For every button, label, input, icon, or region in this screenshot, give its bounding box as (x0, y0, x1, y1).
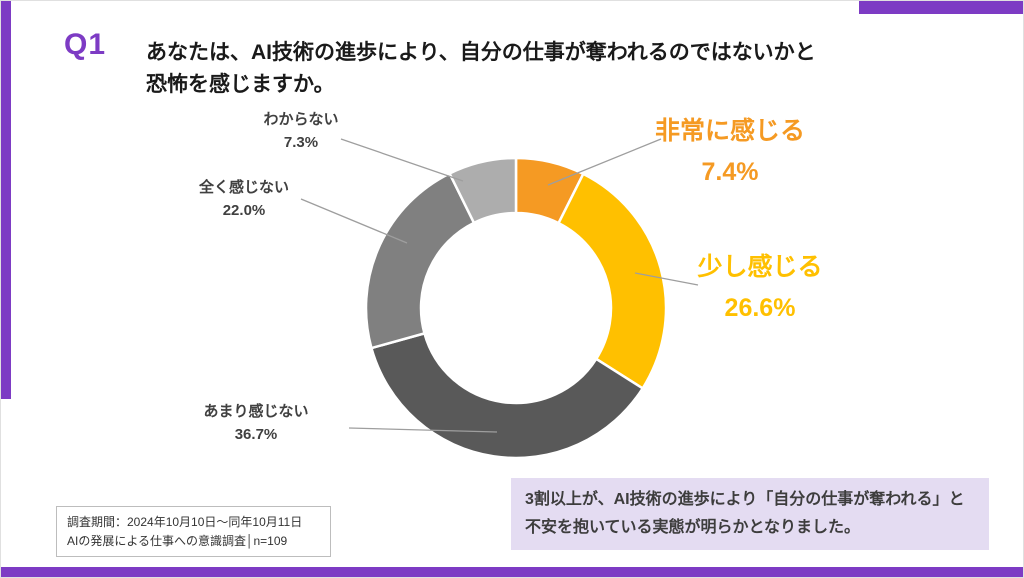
summary-callout-line2: 不安を抱いている実態が明らかとなりました。 (525, 519, 861, 536)
label-very-afraid-pct: 7.4% (701, 158, 759, 187)
label-somewhat-afraid: 少し感じる 26.6% (653, 247, 867, 330)
question-title-line2: 恐怖を感じますか。 (146, 72, 335, 96)
survey-note: 調査期間：2024年10月10日〜同年10月11日 AIの発展による仕事への意識… (56, 506, 331, 558)
donut-segment-3 (364, 171, 476, 350)
label-somewhat-afraid-text: 少し感じる (697, 253, 823, 281)
leader-line-very-afraid (547, 138, 662, 186)
summary-callout: 3割以上が、AI技術の進歩により「自分の仕事が奪われる」と 不安を抱いている実態… (511, 478, 989, 550)
donut-segment-4 (447, 156, 518, 225)
bottom-accent-bar (1, 567, 1023, 577)
leader-line-not-much (348, 427, 498, 433)
leader-line-dont-know (340, 138, 464, 182)
label-dont-know-text: わからない (263, 111, 339, 128)
survey-note-period: 調査期間：2024年10月10日〜同年10月11日 (67, 515, 303, 529)
leader-line-not-at-all (300, 198, 408, 244)
label-not-much: あまり感じない 36.7% (176, 401, 336, 446)
left-accent-bar (1, 1, 11, 399)
label-not-much-pct: 36.7% (234, 425, 278, 443)
donut-segment-1 (556, 172, 668, 391)
label-dont-know-pct: 7.3% (283, 133, 319, 151)
top-accent-bar (859, 1, 1023, 14)
label-not-much-text: あまり感じない (203, 403, 309, 420)
label-somewhat-afraid-pct: 26.6% (724, 294, 796, 323)
label-not-at-all: 全く感じない 22.0% (169, 177, 319, 222)
label-dont-know: わからない 7.3% (231, 109, 371, 154)
donut-segment-2 (369, 331, 645, 460)
label-not-at-all-text: 全く感じない (198, 179, 289, 196)
label-not-at-all-pct: 22.0% (222, 201, 266, 219)
question-title-line1: あなたは、AI技術の進歩により、自分の仕事が奪われるのではないかと (146, 41, 816, 64)
label-very-afraid-text: 非常に感じる (654, 117, 805, 145)
question-number: Q1 (64, 28, 107, 61)
question-title: あなたは、AI技術の進歩により、自分の仕事が奪われるのではないかと 恐怖を感じま… (146, 37, 816, 100)
survey-note-source: AIの発展による仕事への意識調査│n=109 (67, 533, 288, 548)
leader-line-somewhat-afraid (634, 272, 699, 286)
summary-callout-line1: 3割以上が、AI技術の進歩により「自分の仕事が奪われる」と (525, 491, 965, 508)
label-very-afraid: 非常に感じる 7.4% (623, 111, 837, 194)
